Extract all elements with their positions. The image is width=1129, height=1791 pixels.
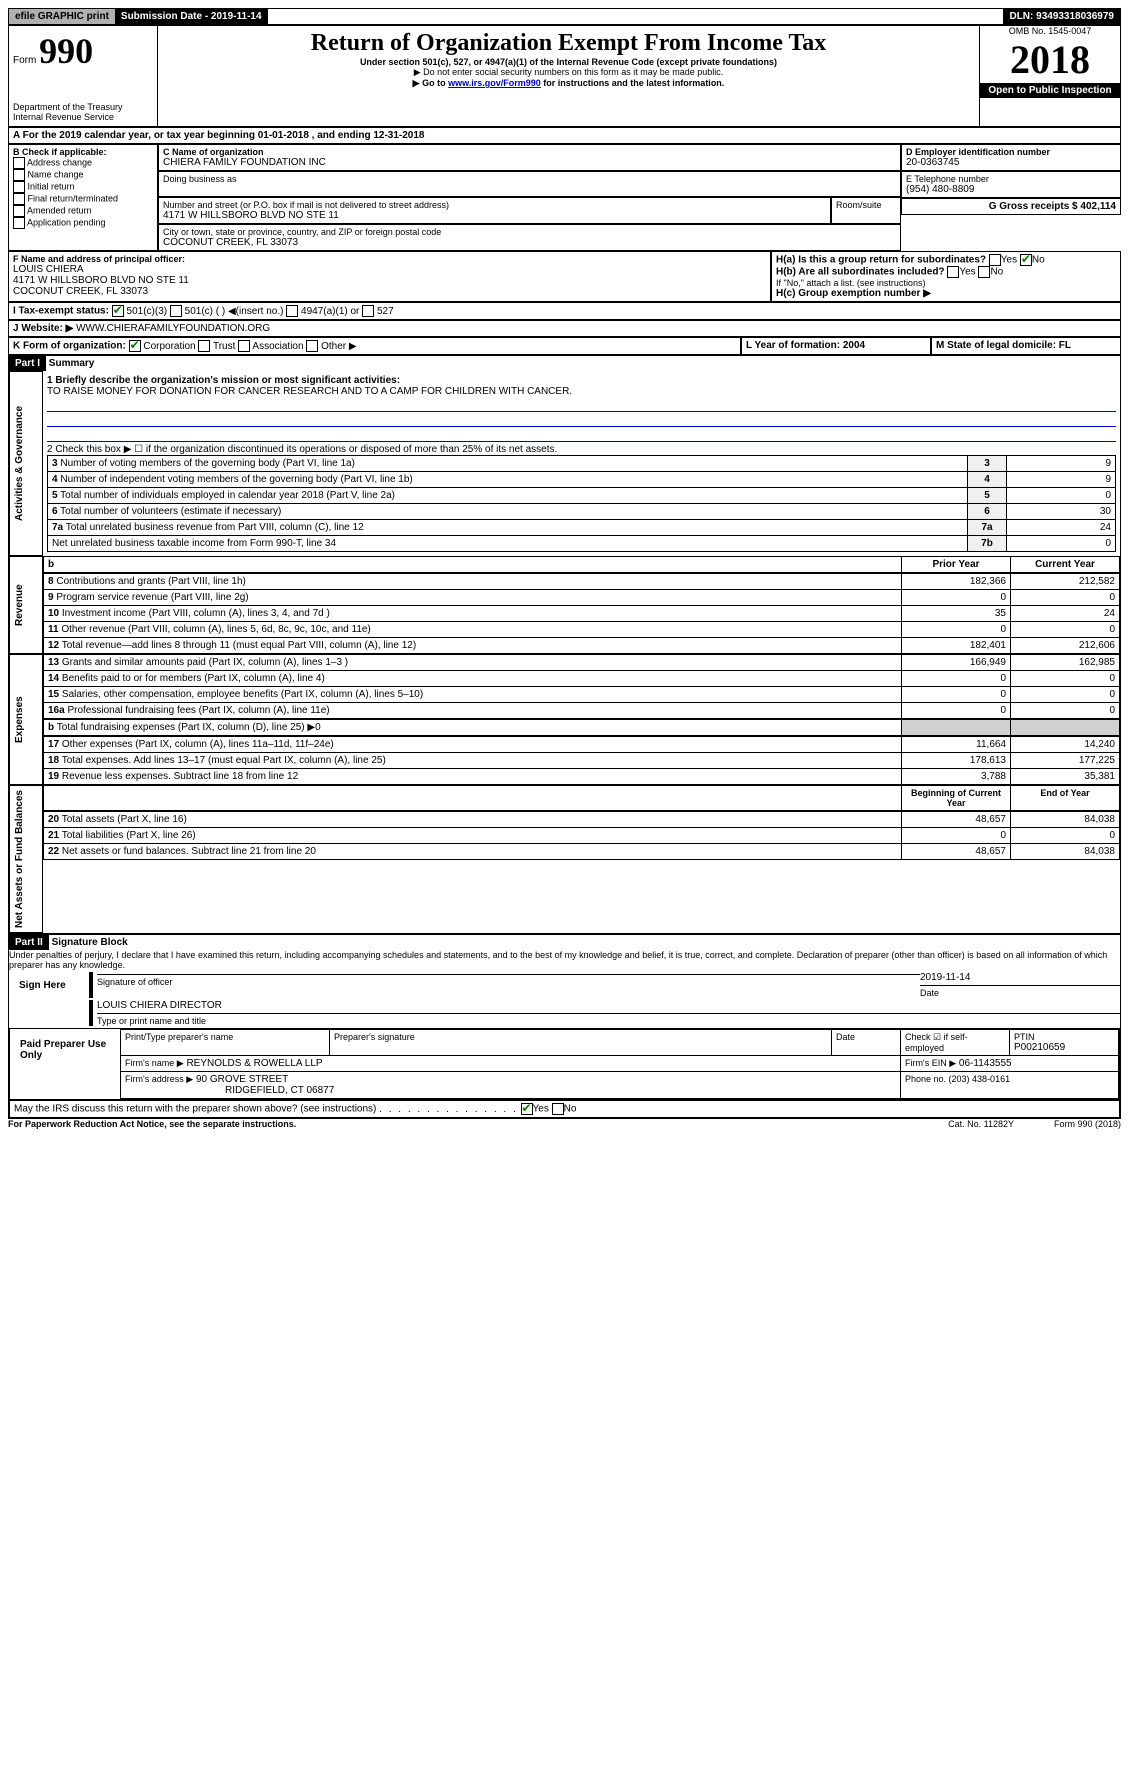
- part-i: Part I Summary Activities & Governance 1…: [8, 355, 1121, 934]
- efile-button[interactable]: efile GRAPHIC print: [9, 9, 115, 24]
- h-c: H(c) Group exemption number ▶: [776, 288, 1116, 299]
- revenue-label: Revenue: [9, 556, 43, 654]
- department: Department of the Treasury Internal Reve…: [13, 102, 153, 122]
- checkbox-item[interactable]: Initial return: [13, 181, 153, 193]
- section-m: M State of legal domicile: FL: [931, 337, 1121, 355]
- table-row: 14 Benefits paid to or for members (Part…: [44, 671, 1120, 687]
- ein: 20-0363745: [906, 157, 1116, 168]
- table-row: 8 Contributions and grants (Part VIII, l…: [44, 574, 1120, 590]
- table-row: 7a Total unrelated business revenue from…: [48, 520, 1116, 536]
- form-subtitle: Under section 501(c), 527, or 4947(a)(1)…: [162, 57, 975, 67]
- table-row: 22 Net assets or fund balances. Subtract…: [44, 844, 1120, 860]
- tax-status-option[interactable]: 501(c)(3): [112, 306, 170, 317]
- form-org-option[interactable]: Corporation: [129, 341, 199, 352]
- h-b-note: If "No," attach a list. (see instruction…: [776, 278, 1116, 288]
- part-ii-header: Part II: [9, 935, 49, 950]
- klm-row: K Form of organization: Corporation Trus…: [8, 337, 1121, 355]
- officer-city: COCONUT CREEK, FL 33073: [13, 286, 766, 297]
- f-label: F Name and address of principal officer:: [13, 254, 766, 264]
- city-label: City or town, state or province, country…: [163, 227, 896, 237]
- tax-status-option[interactable]: 4947(a)(1) or: [286, 306, 362, 317]
- h-b: H(b) Are all subordinates included? Yes …: [776, 266, 1116, 278]
- table-row: 3 Number of voting members of the govern…: [48, 456, 1116, 472]
- form-note2: ▶ Go to www.irs.gov/Form990 for instruct…: [162, 78, 975, 89]
- section-l: L Year of formation: 2004: [741, 337, 931, 355]
- street: 4171 W HILLSBORO BLVD NO STE 11: [163, 210, 826, 221]
- table-row: 21 Total liabilities (Part X, line 26)00: [44, 828, 1120, 844]
- part-i-header: Part I: [9, 356, 46, 371]
- form-org-option[interactable]: Association: [238, 341, 306, 352]
- dln: DLN: 93493318036979: [1003, 9, 1120, 24]
- expenses-label: Expenses: [9, 654, 43, 785]
- table-row: 6 Total number of volunteers (estimate i…: [48, 504, 1116, 520]
- footer: For Paperwork Reduction Act Notice, see …: [8, 1119, 1121, 1129]
- table-row: 17 Other expenses (Part IX, column (A), …: [44, 737, 1120, 753]
- table-row: 12 Total revenue—add lines 8 through 11 …: [44, 638, 1120, 654]
- table-row: 18 Total expenses. Add lines 13–17 (must…: [44, 753, 1120, 769]
- c-name-label: C Name of organization: [163, 147, 896, 157]
- officer-street: 4171 W HILLSBORO BLVD NO STE 11: [13, 275, 766, 286]
- officer-sig-name: LOUIS CHIERA DIRECTOR: [97, 1000, 1120, 1011]
- form-org-option[interactable]: Other ▶: [306, 341, 356, 352]
- section-j: J Website: ▶ WWW.CHIERAFAMILYFOUNDATION.…: [8, 320, 1121, 337]
- paid-preparer: Paid Preparer Use Only: [10, 1029, 120, 1099]
- table-row: 5 Total number of individuals employed i…: [48, 488, 1116, 504]
- d-label: D Employer identification number: [906, 147, 1116, 157]
- governance-label: Activities & Governance: [9, 371, 43, 556]
- tax-year: 2018: [980, 36, 1120, 83]
- table-row: Net unrelated business taxable income fr…: [48, 536, 1116, 552]
- table-row: 10 Investment income (Part VIII, column …: [44, 606, 1120, 622]
- room-label: Room/suite: [831, 197, 901, 224]
- table-row: 16a Professional fundraising fees (Part …: [44, 703, 1120, 719]
- table-row: 19 Revenue less expenses. Subtract line …: [44, 769, 1120, 785]
- tax-status-option[interactable]: 501(c) ( ) ◀(insert no.): [170, 306, 286, 317]
- irs-link[interactable]: www.irs.gov/Form990: [448, 78, 541, 88]
- form-note1: ▶ Do not enter social security numbers o…: [162, 67, 975, 78]
- gross-receipts: G Gross receipts $ 402,114: [901, 198, 1121, 215]
- phone: (954) 480-8809: [906, 184, 1116, 195]
- top-bar: efile GRAPHIC print Submission Date - 20…: [8, 8, 1121, 25]
- omb: OMB No. 1545-0047: [980, 26, 1120, 36]
- table-row: 9 Program service revenue (Part VIII, li…: [44, 590, 1120, 606]
- fh-block: F Name and address of principal officer:…: [8, 251, 1121, 302]
- form-org-option[interactable]: Trust: [198, 341, 238, 352]
- table-row: 13 Grants and similar amounts paid (Part…: [44, 655, 1120, 671]
- street-label: Number and street (or P.O. box if mail i…: [163, 200, 826, 210]
- checkbox-item[interactable]: Address change: [13, 157, 153, 169]
- form-prefix: Form: [13, 55, 36, 66]
- penalties-text: Under penalties of perjury, I declare th…: [9, 950, 1120, 970]
- period: A For the 2019 calendar year, or tax yea…: [8, 127, 1121, 144]
- part-ii: Part II Signature Block Under penalties …: [8, 934, 1121, 1119]
- netassets-label: Net Assets or Fund Balances: [9, 785, 43, 933]
- form-header: Form 990 Department of the Treasury Inte…: [8, 25, 1121, 127]
- checkbox-item[interactable]: Name change: [13, 169, 153, 181]
- open-public: Open to Public Inspection: [980, 83, 1120, 98]
- form-title: Return of Organization Exempt From Incom…: [162, 30, 975, 57]
- section-i: I Tax-exempt status: 501(c)(3) 501(c) ( …: [8, 302, 1121, 320]
- sign-here: Sign Here: [9, 970, 89, 1028]
- tax-status-option[interactable]: 527: [362, 306, 393, 317]
- org-name: CHIERA FAMILY FOUNDATION INC: [163, 157, 896, 168]
- entity-block: B Check if applicable: Address change Na…: [8, 144, 1121, 251]
- section-b-label: B Check if applicable:: [13, 147, 153, 157]
- dba-label: Doing business as: [163, 174, 896, 184]
- q1-answer: TO RAISE MONEY FOR DONATION FOR CANCER R…: [47, 386, 1116, 397]
- table-row: 11 Other revenue (Part VIII, column (A),…: [44, 622, 1120, 638]
- checkbox-item[interactable]: Amended return: [13, 205, 153, 217]
- officer-name: LOUIS CHIERA: [13, 264, 766, 275]
- checkbox-item[interactable]: Application pending: [13, 217, 153, 229]
- table-row: 20 Total assets (Part X, line 16)48,6578…: [44, 812, 1120, 828]
- submission-date: Submission Date - 2019-11-14: [115, 9, 268, 24]
- table-row: 4 Number of independent voting members o…: [48, 472, 1116, 488]
- table-row: 15 Salaries, other compensation, employe…: [44, 687, 1120, 703]
- q1: 1 Briefly describe the organization's mi…: [47, 375, 1116, 386]
- form-number: 990: [39, 31, 93, 71]
- e-label: E Telephone number: [906, 174, 1116, 184]
- checkbox-item[interactable]: Final return/terminated: [13, 193, 153, 205]
- discuss-row: May the IRS discuss this return with the…: [9, 1100, 1120, 1118]
- h-a: H(a) Is this a group return for subordin…: [776, 254, 1116, 266]
- q2: 2 Check this box ▶ ☐ if the organization…: [47, 444, 1116, 455]
- city: COCONUT CREEK, FL 33073: [163, 237, 896, 248]
